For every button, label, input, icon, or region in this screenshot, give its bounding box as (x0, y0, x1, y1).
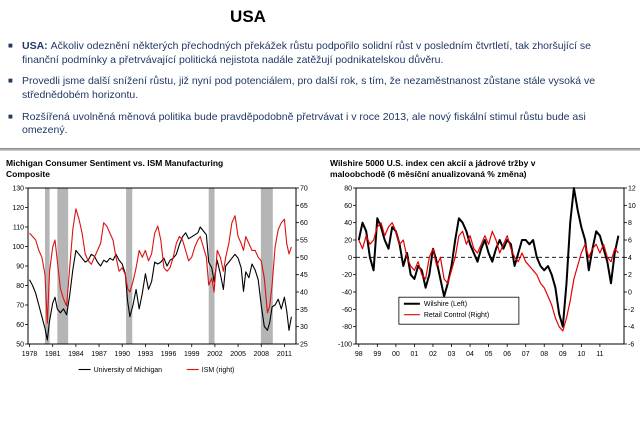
svg-text:35: 35 (300, 307, 308, 314)
bullet-text: USA: Ačkoliv odeznění některých přechodn… (22, 40, 592, 66)
svg-text:40: 40 (300, 289, 308, 296)
svg-text:10: 10 (577, 351, 585, 358)
svg-text:10: 10 (628, 203, 636, 210)
svg-text:-2: -2 (628, 307, 634, 314)
svg-text:2002: 2002 (207, 351, 223, 358)
bullet-item: ■ Rozšířená uvolněná měnová politika bud… (8, 111, 630, 138)
svg-text:60: 60 (344, 203, 352, 210)
svg-text:70: 70 (300, 185, 308, 192)
svg-text:55: 55 (300, 237, 308, 244)
bullet-square-icon: ■ (8, 111, 13, 121)
svg-text:2011: 2011 (277, 351, 292, 358)
svg-text:99: 99 (373, 351, 381, 358)
wilshire-retail-chart-block: Wilshire 5000 U.S. index cen akcií a jád… (330, 158, 640, 378)
svg-text:-6: -6 (628, 341, 634, 348)
svg-text:110: 110 (13, 224, 24, 231)
horizontal-divider (0, 147, 640, 151)
svg-text:1990: 1990 (114, 351, 130, 358)
svg-text:Wilshire (Left): Wilshire (Left) (424, 301, 467, 308)
bullet-list: ■ USA: Ačkoliv odeznění některých přecho… (0, 31, 640, 138)
svg-text:90: 90 (16, 263, 24, 270)
svg-text:50: 50 (300, 255, 308, 262)
svg-text:11: 11 (596, 351, 603, 358)
michigan-ism-chart-block: Michigan Consumer Sentiment vs. ISM Manu… (6, 158, 314, 378)
svg-text:-40: -40 (342, 289, 352, 296)
chart-title: Wilshire 5000 U.S. index cen akcií a jád… (330, 157, 536, 179)
svg-text:Retail Control (Right): Retail Control (Right) (424, 312, 489, 319)
michigan-ism-svg: 50 60 70 80 90 100 110 120 130 25 30 35 40 45 50 55 60 65… (12, 185, 308, 374)
svg-text:8: 8 (628, 220, 632, 227)
svg-text:00: 00 (392, 351, 400, 358)
svg-text:80: 80 (16, 283, 24, 290)
charts-row: Michigan Consumer Sentiment vs. ISM Manu… (0, 158, 640, 378)
svg-text:-100: -100 (338, 341, 352, 348)
svg-text:1996: 1996 (161, 351, 177, 358)
svg-text:06: 06 (503, 351, 511, 358)
svg-text:30: 30 (300, 324, 308, 331)
bullet-square-icon: ■ (8, 76, 13, 86)
svg-text:03: 03 (448, 351, 456, 358)
slide: USA ■ USA: Ačkoliv odeznění některých př… (0, 7, 640, 433)
svg-text:80: 80 (344, 185, 352, 192)
svg-text:ISM (right): ISM (right) (202, 367, 235, 374)
svg-text:University of Michigan: University of Michigan (94, 367, 163, 374)
svg-text:1999: 1999 (184, 351, 200, 358)
svg-text:-60: -60 (342, 307, 352, 314)
svg-text:1981: 1981 (45, 351, 61, 358)
svg-text:09: 09 (559, 351, 567, 358)
svg-text:1978: 1978 (22, 351, 38, 358)
svg-text:07: 07 (522, 351, 530, 358)
bullet-item: ■ Provedli jsme další snížení růstu, již… (8, 75, 630, 102)
svg-text:0: 0 (348, 255, 352, 262)
svg-text:-4: -4 (628, 324, 634, 331)
page-title: USA (230, 7, 266, 26)
svg-text:4: 4 (628, 255, 632, 262)
svg-text:1984: 1984 (68, 351, 84, 358)
svg-text:05: 05 (485, 351, 493, 358)
wilshire-retail-svg: -100-80-60-40-20020406080-6-4-2024681012… (338, 185, 636, 358)
svg-text:01: 01 (411, 351, 419, 358)
svg-text:40: 40 (344, 220, 352, 227)
svg-text:120: 120 (12, 205, 24, 212)
svg-text:08: 08 (540, 351, 548, 358)
svg-text:0: 0 (628, 289, 632, 296)
svg-text:12: 12 (628, 185, 636, 192)
svg-text:02: 02 (429, 351, 437, 358)
svg-text:2005: 2005 (230, 351, 246, 358)
bullet-item: ■ USA: Ačkoliv odeznění některých přecho… (8, 40, 630, 67)
svg-text:20: 20 (344, 237, 352, 244)
svg-text:25: 25 (300, 341, 308, 348)
svg-text:04: 04 (466, 351, 474, 358)
svg-text:60: 60 (16, 322, 24, 329)
wilshire-retail-chart: -100 -80 -60 -40 -20 0 20 40 60 80 -6 -4 -2 0 2 4 6 8 10 12… (330, 183, 640, 378)
svg-text:-80: -80 (342, 324, 352, 331)
svg-text:2008: 2008 (253, 351, 269, 358)
bullet-text: Provedli jsme další snížení růstu, již n… (22, 75, 596, 101)
michigan-ism-chart: 50 60 70 80 90 100 110 120 130 25 30 35 40 45 50 55 60 65… (6, 183, 314, 378)
svg-text:100: 100 (12, 244, 24, 251)
svg-text:130: 130 (12, 185, 24, 192)
svg-text:60: 60 (300, 220, 308, 227)
svg-text:-20: -20 (342, 272, 352, 279)
bullet-square-icon: ■ (8, 41, 13, 50)
svg-text:70: 70 (16, 302, 24, 309)
bullet-text: Rozšířená uvolněná měnová politika bude … (22, 110, 586, 137)
bullet-bold-prefix: USA: (22, 40, 51, 52)
svg-text:2: 2 (628, 272, 632, 279)
svg-text:6: 6 (628, 237, 632, 244)
svg-text:50: 50 (16, 341, 24, 348)
svg-text:98: 98 (355, 351, 363, 358)
svg-text:1993: 1993 (138, 351, 154, 358)
svg-text:45: 45 (300, 272, 308, 279)
svg-text:1987: 1987 (91, 351, 107, 358)
svg-text:65: 65 (300, 203, 308, 210)
chart-title: Michigan Consumer Sentiment vs. ISM Manu… (6, 157, 224, 179)
